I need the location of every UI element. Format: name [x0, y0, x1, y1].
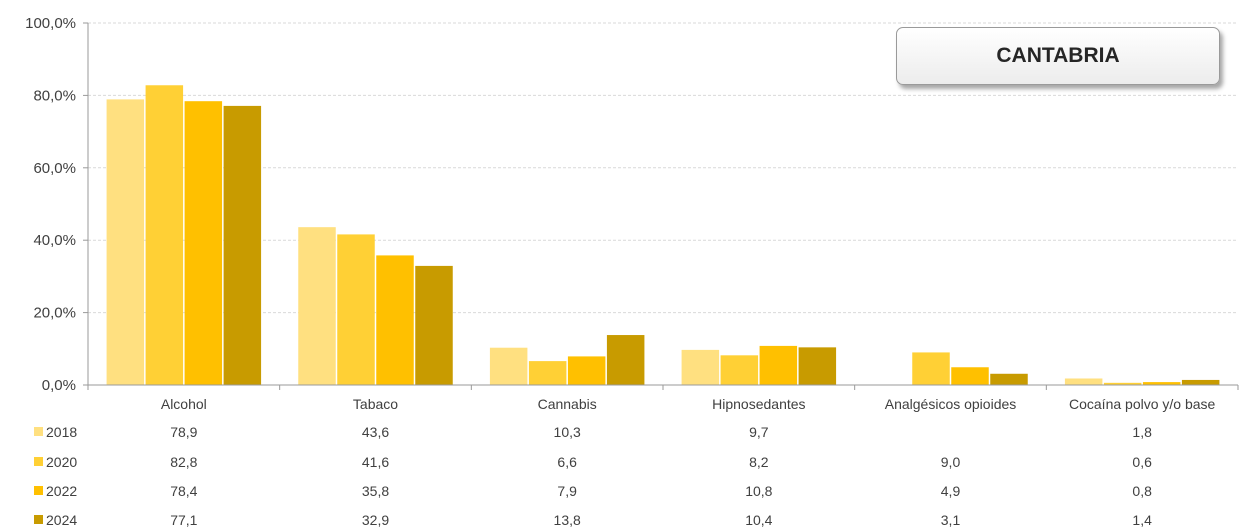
data-label: 10,3 — [554, 424, 581, 440]
gridlines — [88, 22, 1238, 314]
bar — [528, 361, 567, 385]
y-tick-label: 100,0% — [25, 15, 76, 32]
y-axis: 0,0% 20,0% 40,0% 60,0% 80,0% 100,0% — [25, 15, 89, 394]
region-title: CANTABRIA — [996, 44, 1120, 67]
category-label: Tabaco — [353, 396, 398, 412]
legend-key — [34, 427, 43, 436]
data-label: 4,9 — [941, 483, 961, 499]
data-label: 78,4 — [170, 483, 197, 499]
legend-key — [34, 515, 43, 524]
bar — [1181, 379, 1220, 385]
bar — [567, 356, 606, 385]
bar — [223, 105, 262, 385]
data-label: 1,8 — [1132, 424, 1152, 440]
legend-key — [34, 486, 43, 495]
bar — [1103, 382, 1142, 385]
bar — [337, 234, 375, 385]
data-label: 13,8 — [554, 512, 581, 528]
bar — [606, 335, 645, 385]
y-tick-label: 60,0% — [33, 160, 76, 177]
bar — [1142, 382, 1181, 385]
data-label: 78,9 — [170, 424, 197, 440]
y-tick-label: 40,0% — [33, 232, 76, 249]
data-label: 1,4 — [1132, 512, 1152, 528]
category-label: Alcohol — [161, 396, 207, 412]
data-label: 0,6 — [1132, 454, 1152, 470]
bar — [106, 99, 145, 385]
legend-label: 2024 — [46, 512, 77, 528]
category-label: Cannabis — [538, 396, 597, 412]
bar — [184, 101, 223, 385]
bar — [298, 227, 336, 385]
data-label: 6,6 — [557, 454, 577, 470]
bar — [1064, 378, 1103, 385]
legend-label: 2020 — [46, 454, 77, 470]
legend-label: 2018 — [46, 424, 77, 440]
legend-label: 2022 — [46, 483, 77, 499]
data-label: 10,4 — [745, 512, 772, 528]
data-label: 0,8 — [1132, 483, 1152, 499]
data-label: 9,0 — [941, 454, 961, 470]
bar — [759, 345, 798, 385]
data-label: 41,6 — [362, 454, 389, 470]
region-title-box: CANTABRIA — [896, 27, 1220, 85]
bar — [489, 347, 528, 385]
bar — [990, 373, 1028, 385]
y-tick-label: 0,0% — [42, 377, 76, 394]
category-label: Analgésicos opioides — [885, 396, 1017, 412]
x-axis: Alcohol Tabaco Cannabis Hipnosedantes Analgé… — [87, 384, 1239, 412]
data-label: 35,8 — [362, 483, 389, 499]
bar — [681, 349, 720, 385]
bars — [106, 85, 1220, 385]
data-label: 10,8 — [745, 483, 772, 499]
data-label: 8,2 — [749, 454, 769, 470]
data-label: 43,6 — [362, 424, 389, 440]
bar — [415, 265, 453, 385]
data-label: 82,8 — [170, 454, 197, 470]
bar — [720, 355, 759, 385]
data-label: 7,9 — [557, 483, 577, 499]
bar — [798, 347, 837, 385]
bar — [951, 367, 989, 385]
data-label: 9,7 — [749, 424, 769, 440]
bar — [145, 85, 184, 385]
legend-key — [34, 457, 43, 466]
bar — [376, 255, 414, 385]
data-label: 3,1 — [941, 512, 961, 528]
y-tick-label: 20,0% — [33, 305, 76, 322]
data-label: 77,1 — [170, 512, 197, 528]
bar — [912, 352, 950, 385]
category-label: Cocaína polvo y/o base — [1069, 396, 1216, 412]
y-tick-label: 80,0% — [33, 87, 76, 104]
category-label: Hipnosedantes — [712, 396, 805, 412]
data-label: 32,9 — [362, 512, 389, 528]
data-table: 2018 78,9 43,6 10,3 9,7 1,8 2020 82,8 41,6 6,6 8,2… — [34, 424, 1152, 528]
